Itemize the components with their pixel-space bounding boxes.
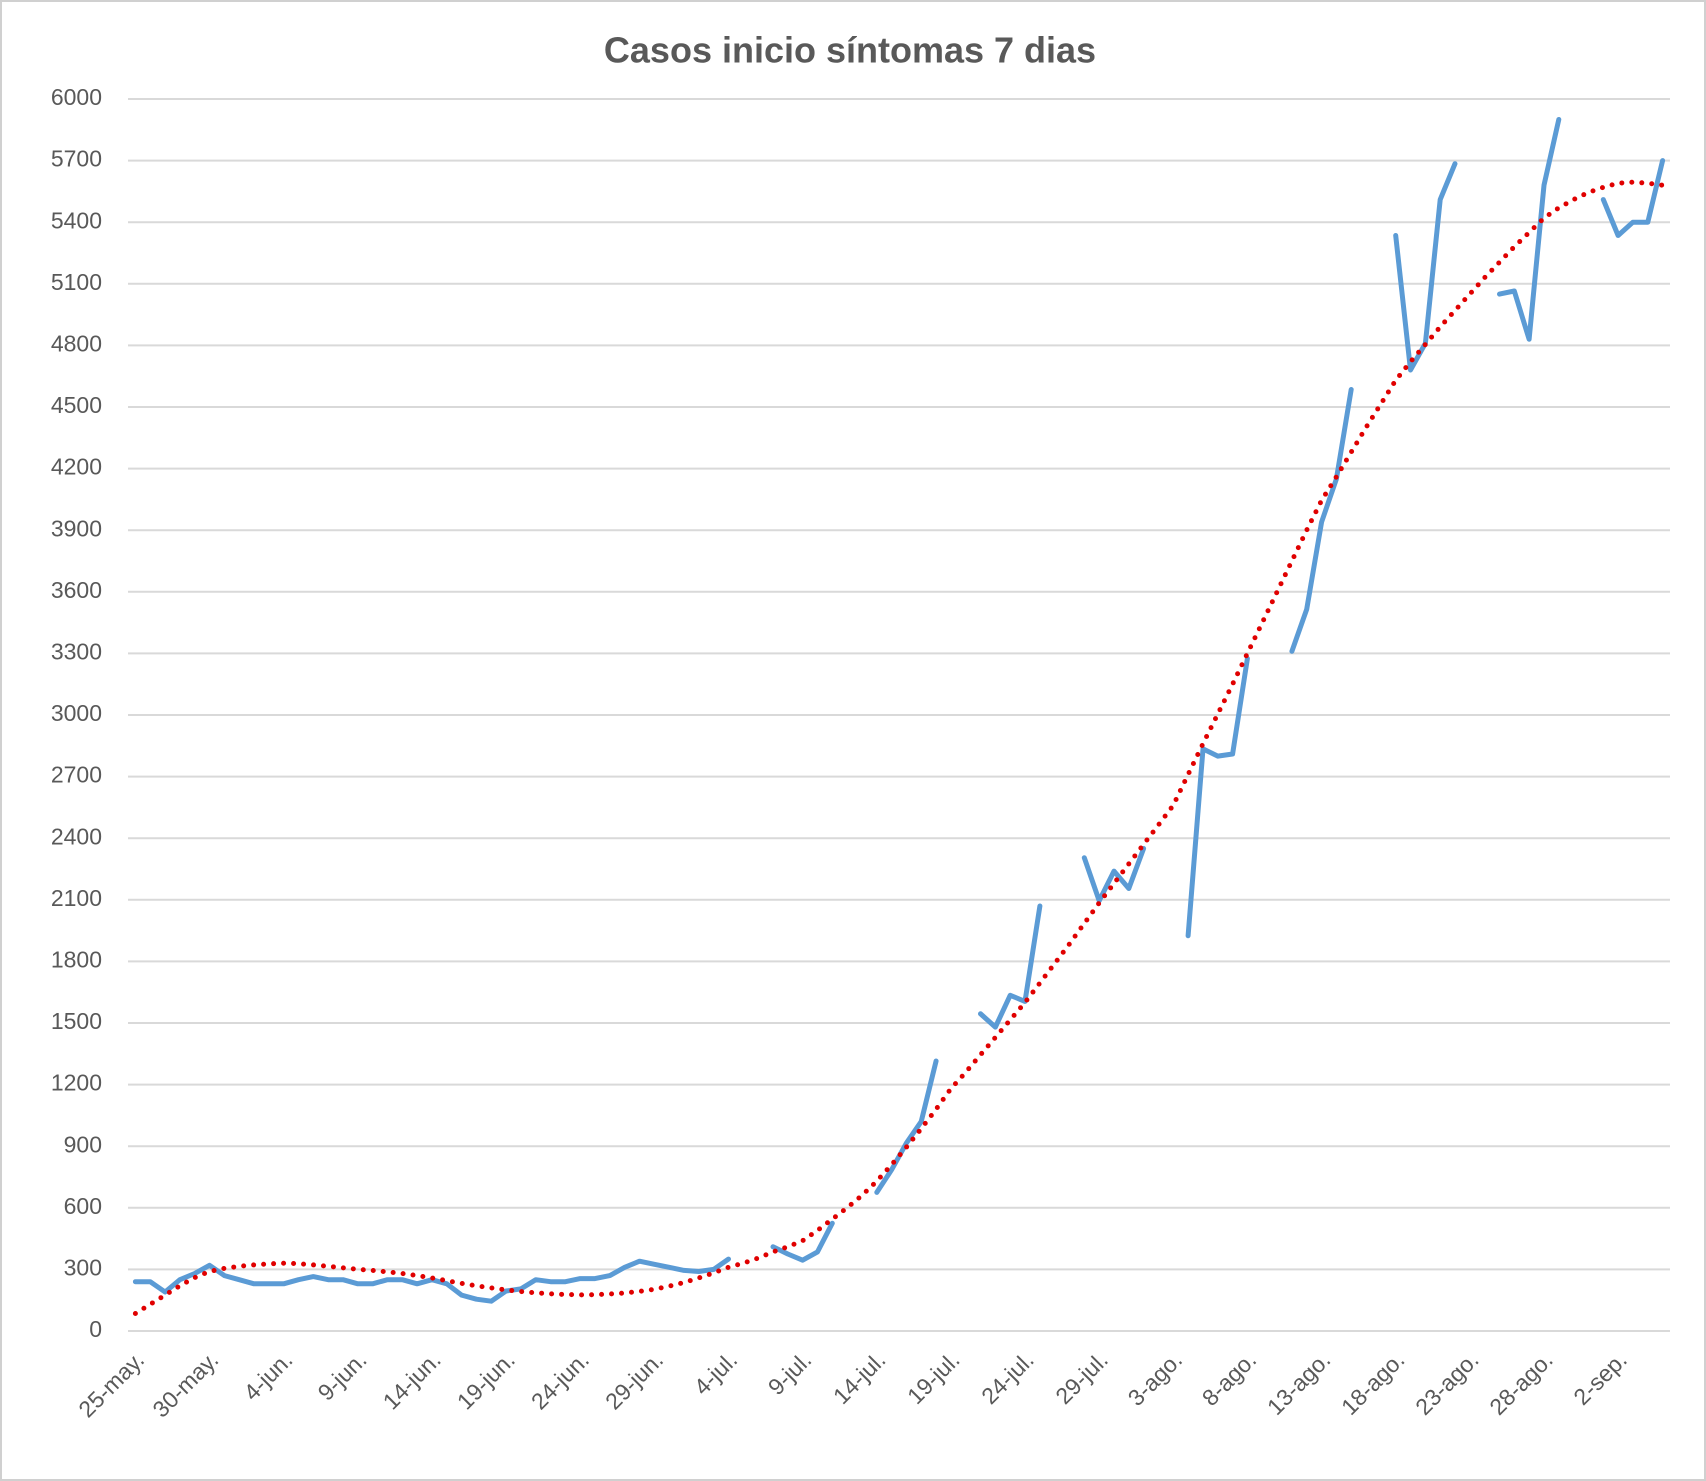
y-tick-label: 5100 [51, 269, 102, 295]
y-tick-label: 600 [64, 1193, 102, 1219]
y-tick-label: 0 [89, 1316, 102, 1342]
y-tick-label: 6000 [51, 84, 102, 110]
y-tick-label: 3600 [51, 577, 102, 603]
y-tick-label: 300 [64, 1254, 102, 1280]
y-tick-label: 2400 [51, 823, 102, 849]
y-tick-label: 4500 [51, 392, 102, 418]
chart-title: Casos inicio síntomas 7 dias [604, 30, 1096, 71]
y-tick-label: 3000 [51, 700, 102, 726]
series-line [132, 179, 1666, 1316]
y-tick-label: 1800 [51, 946, 102, 972]
y-tick-label: 900 [64, 1131, 102, 1157]
y-tick-label: 5700 [51, 146, 102, 172]
y-tick-label: 2700 [51, 762, 102, 788]
y-tick-label: 4200 [51, 454, 102, 480]
y-tick-label: 1200 [51, 1070, 102, 1096]
y-tick-label: 1500 [51, 1008, 102, 1034]
y-tick-label: 3300 [51, 638, 102, 664]
y-tick-label: 2100 [51, 885, 102, 911]
y-tick-label: 3900 [51, 515, 102, 541]
y-tick-label: 4800 [51, 330, 102, 356]
y-tick-label: 5400 [51, 207, 102, 233]
